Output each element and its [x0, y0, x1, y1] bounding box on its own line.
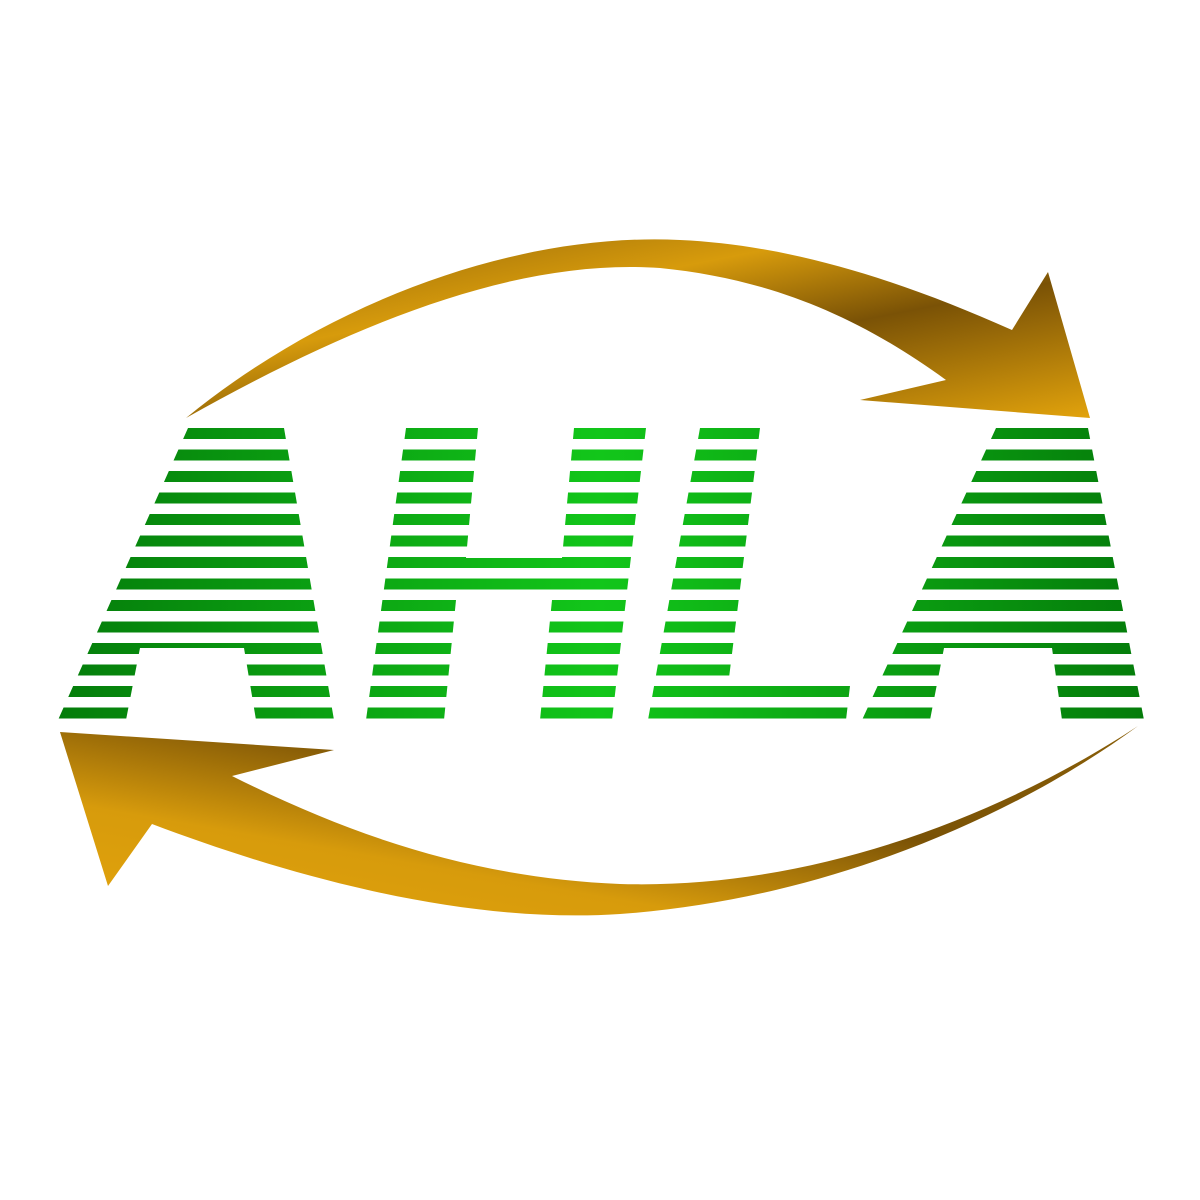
- wordmark-stripe: [58, 686, 1144, 697]
- circular-arrow-bottom-icon: [60, 726, 1138, 916]
- wordmark-stripe: [58, 600, 1144, 611]
- wordmark-stripe: [58, 621, 1144, 633]
- wordmark-stripe: [58, 514, 1144, 525]
- wordmark-stripe: [58, 492, 1144, 504]
- circular-arrow-top-icon: [186, 239, 1090, 418]
- wordmark-stripe: [58, 707, 1144, 719]
- wordmark-stripe: [58, 428, 1144, 439]
- wordmark-stripe: [58, 557, 1144, 568]
- wordmark-stripe: [58, 578, 1144, 590]
- wordmark-stripe: [58, 643, 1144, 654]
- wordmark-stripe: [58, 664, 1144, 676]
- wordmark-ahla: [58, 428, 1144, 719]
- wordmark-stripe: [58, 471, 1144, 482]
- wordmark-stripe: [58, 535, 1144, 547]
- wordmark-stripe: [58, 449, 1144, 461]
